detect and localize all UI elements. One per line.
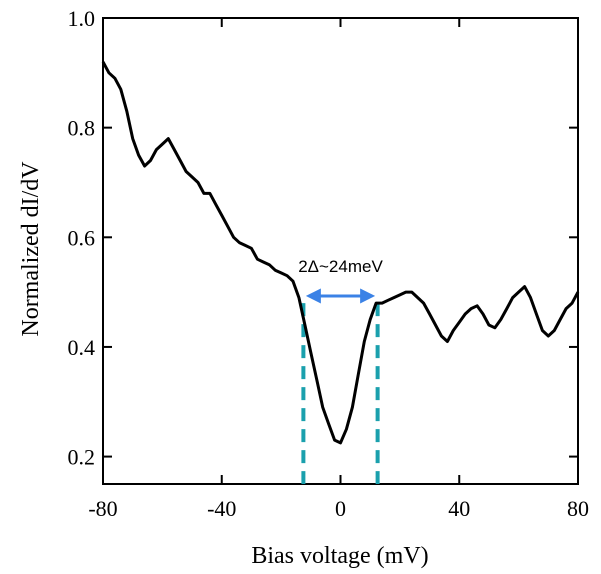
x-tick-label: 0 <box>335 496 346 521</box>
plot-frame <box>102 17 579 485</box>
y-axis-title: Normalized dI/dV <box>18 161 44 337</box>
y-tick-label: 1.0 <box>68 6 96 31</box>
x-tick-labels: -80 -40 0 40 80 <box>88 496 589 521</box>
y-tick-label: 0.6 <box>68 225 96 250</box>
y-tick-label: 0.8 <box>68 116 96 141</box>
x-tick-label: 80 <box>567 496 589 521</box>
tick-marks <box>102 17 579 484</box>
gap-annotation-label: 2Δ~24meV <box>298 257 383 276</box>
gap-annotation: 2Δ~24meV <box>298 257 383 304</box>
series-line <box>101 61 580 445</box>
x-tick-label: -80 <box>88 496 117 521</box>
y-tick-labels: 0.2 0.4 0.6 0.8 1.0 <box>68 6 96 470</box>
gap-edge-dashed-lines <box>301 303 380 484</box>
x-tick-label: -40 <box>207 496 236 521</box>
y-tick-label: 0.2 <box>68 445 96 470</box>
y-tick-label: 0.4 <box>68 335 96 360</box>
x-axis-title: Bias voltage (mV) <box>251 543 428 569</box>
x-tick-label: 40 <box>448 496 470 521</box>
